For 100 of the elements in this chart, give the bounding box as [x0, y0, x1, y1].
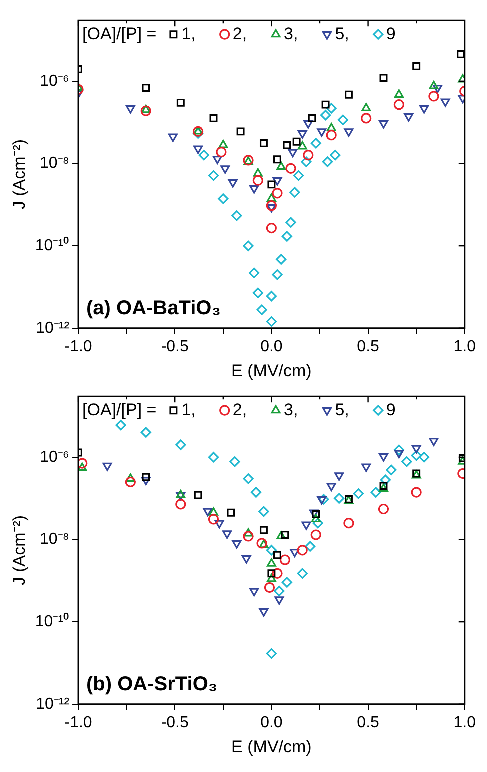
point	[126, 105, 136, 114]
point	[264, 582, 276, 594]
point	[243, 240, 254, 252]
point	[274, 596, 284, 605]
point	[402, 456, 412, 468]
point	[344, 90, 353, 99]
point	[209, 508, 218, 516]
point	[419, 452, 430, 463]
y-tick-label: 10⁻⁸	[40, 531, 70, 548]
point	[176, 499, 186, 510]
point	[312, 510, 320, 518]
legend-label: 2,	[232, 24, 248, 44]
x-axis-title: E (MV/cm)	[232, 737, 312, 756]
point	[379, 120, 388, 129]
legend-label: 1,	[182, 24, 196, 44]
point	[267, 194, 276, 202]
point	[411, 450, 422, 462]
legend-label: 9	[386, 24, 396, 44]
point	[303, 150, 314, 161]
legend-title: [OA]/[P] =	[82, 400, 157, 420]
point	[272, 188, 283, 199]
point	[258, 506, 270, 517]
x-tick-label: 1.0	[454, 714, 476, 732]
point	[243, 474, 254, 484]
point	[268, 570, 276, 578]
point	[268, 180, 276, 189]
point	[267, 574, 276, 582]
point	[386, 464, 397, 476]
point	[260, 140, 268, 148]
point	[220, 166, 230, 174]
point	[290, 549, 300, 558]
point	[274, 156, 282, 164]
point	[176, 98, 185, 107]
point	[176, 492, 186, 501]
point	[457, 50, 465, 58]
point	[334, 472, 344, 481]
point	[298, 130, 308, 139]
point	[322, 100, 330, 109]
point	[141, 477, 151, 486]
point	[272, 568, 283, 579]
point	[116, 420, 126, 431]
point	[317, 496, 327, 505]
y-tick-label: 10⁻⁸	[40, 155, 70, 172]
point	[288, 149, 298, 158]
point	[338, 114, 348, 126]
x-tick-label: 0.5	[357, 714, 380, 732]
point	[286, 217, 296, 228]
point	[242, 555, 252, 564]
point	[168, 134, 178, 142]
point	[272, 178, 282, 186]
point	[297, 568, 308, 579]
point	[126, 474, 136, 482]
point	[140, 427, 152, 438]
point	[394, 90, 404, 98]
point	[230, 456, 240, 468]
point	[102, 462, 112, 472]
x-axis-title: E (MV/cm)	[232, 361, 312, 380]
point	[282, 577, 292, 588]
point	[330, 150, 341, 161]
point	[276, 531, 286, 540]
point	[394, 450, 404, 459]
annotation: (b) OA-SrTiO₃	[86, 673, 218, 696]
point	[404, 114, 414, 122]
point	[276, 162, 286, 170]
point	[282, 231, 292, 242]
point	[250, 588, 260, 597]
point	[266, 223, 277, 234]
point	[412, 445, 422, 454]
point	[290, 187, 300, 198]
legend-title: [OA]/[P] =	[82, 24, 157, 44]
point	[208, 452, 220, 463]
point	[78, 462, 88, 472]
point	[141, 104, 151, 114]
point	[440, 98, 450, 108]
point	[250, 487, 262, 498]
point	[411, 487, 422, 498]
point	[266, 200, 277, 212]
point	[308, 114, 316, 122]
point	[142, 84, 150, 92]
legend-label: 5,	[335, 24, 350, 44]
point	[252, 288, 264, 298]
point	[198, 150, 210, 161]
x-tick-label: 0.5	[357, 338, 380, 356]
y-tick-label: 10⁻⁶	[40, 72, 70, 90]
point	[176, 490, 186, 498]
y-tick-label: 10⁻¹⁰	[35, 612, 70, 630]
point	[222, 530, 232, 540]
point	[326, 483, 336, 492]
point	[194, 146, 203, 154]
y-axis-title: J (Acm⁻²)	[10, 515, 29, 586]
point	[305, 541, 316, 552]
point	[267, 558, 276, 567]
point	[208, 170, 220, 182]
annotation: (a) OA-BaTiO₃	[86, 297, 221, 320]
point	[266, 291, 277, 302]
point	[260, 526, 268, 534]
point	[326, 130, 337, 141]
point	[259, 608, 269, 617]
point	[228, 179, 238, 188]
point	[378, 504, 390, 515]
